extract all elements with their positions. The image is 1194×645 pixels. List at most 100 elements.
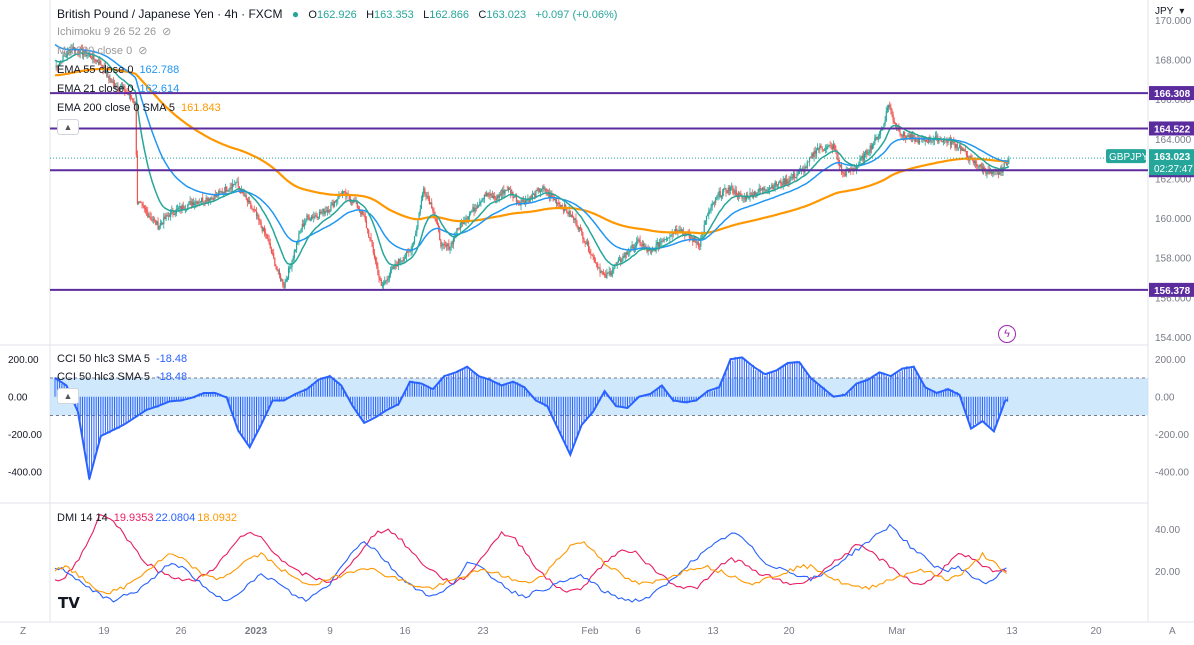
candle-body — [630, 245, 632, 252]
candle-body — [707, 215, 709, 216]
candle-body — [342, 191, 345, 193]
legend-cci-2[interactable]: CCI 50 hlc3 SMA 5 -18.48 — [57, 370, 193, 384]
legend-ema200-label: EMA 200 close 0 SMA 5 — [57, 102, 176, 114]
candle-body — [995, 170, 997, 172]
collapse-legend-button[interactable]: ▲ — [57, 119, 79, 135]
candle-body — [132, 99, 134, 102]
lightning-icon[interactable]: ϟ — [998, 325, 1016, 343]
candle-body — [458, 228, 460, 230]
candle-body — [642, 244, 645, 247]
candle-body — [870, 145, 872, 150]
candle-body — [333, 201, 335, 207]
candle-body — [868, 152, 870, 154]
symbol-badge-text: GBPJPY — [1109, 152, 1149, 163]
candle-body — [624, 252, 626, 258]
candle-body — [252, 208, 254, 210]
collapse-cci-legend-button[interactable]: ▲ — [57, 388, 79, 404]
candle-body — [972, 159, 974, 164]
candle-body — [991, 171, 993, 174]
candle-body — [602, 272, 605, 275]
candle-body — [91, 57, 93, 60]
candle-body — [362, 211, 364, 216]
candle-body — [181, 205, 183, 211]
candle-body — [276, 267, 278, 271]
candle-body — [223, 191, 226, 193]
candle-body — [451, 242, 453, 245]
legend-ma200[interactable]: MA 200 close 0 ⊘ — [57, 44, 153, 58]
candle-body — [470, 212, 472, 214]
time-tick-label: 16 — [399, 626, 411, 637]
candle-body — [449, 247, 451, 250]
candle-body — [719, 190, 721, 198]
candle-body — [308, 217, 310, 221]
candle-body — [119, 88, 121, 91]
candle-body — [877, 136, 879, 140]
candle-body — [893, 120, 895, 123]
candle-body — [361, 211, 363, 215]
candle-body — [946, 140, 948, 143]
candle-body — [268, 239, 270, 244]
candle-body — [545, 188, 547, 193]
candle-body — [679, 230, 681, 232]
candle-body — [592, 254, 594, 257]
time-tick-label: 6 — [635, 626, 641, 637]
candle-body — [310, 216, 313, 220]
candle-body — [805, 166, 807, 169]
tradingview-logo-icon[interactable]: TV — [58, 594, 80, 612]
zoom-z-button[interactable]: Z — [20, 626, 27, 637]
legend-cci-1[interactable]: CCI 50 hlc3 SMA 5 -18.48 — [57, 352, 193, 366]
candle-body — [496, 195, 498, 200]
candle-body — [725, 187, 727, 193]
legend-ema200[interactable]: EMA 200 close 0 SMA 5 161.843 — [57, 101, 227, 115]
candle-body — [776, 184, 779, 186]
candle-body — [733, 193, 735, 194]
dmi-line-2 — [54, 523, 1007, 603]
price-tick-label: 154.000 — [1155, 333, 1192, 344]
candle-body — [573, 216, 575, 220]
legend-dmi[interactable]: DMI 14 14 19.9353 22.0804 18.0932 — [57, 511, 243, 525]
candle-body — [709, 209, 711, 212]
candle-body — [774, 181, 776, 188]
candle-body — [341, 192, 343, 195]
eye-off-icon[interactable]: ⊘ — [162, 26, 172, 38]
candle-body — [748, 197, 750, 199]
candle-body — [273, 253, 275, 258]
candle-body — [307, 215, 309, 218]
candle-body — [403, 257, 405, 261]
ema21-line — [54, 52, 1010, 267]
candle-body — [409, 251, 411, 253]
candle-body — [219, 190, 221, 192]
legend-ema21[interactable]: EMA 21 close 0 162.614 — [57, 82, 185, 96]
candle-body — [92, 54, 94, 60]
candle-body — [167, 215, 169, 217]
candle-body — [828, 145, 830, 147]
price-tick-label: 158.000 — [1155, 254, 1192, 265]
chevron-down-icon[interactable]: ▾ — [1179, 6, 1185, 17]
candle-body — [305, 220, 307, 224]
candle-body — [65, 55, 68, 57]
candle-body — [523, 201, 526, 204]
time-tick-label: 13 — [1006, 626, 1018, 637]
candle-body — [1005, 162, 1008, 166]
legend-ema55[interactable]: EMA 55 close 0 162.788 — [57, 63, 185, 77]
candle-body — [155, 220, 157, 225]
candle-body — [243, 193, 245, 197]
candle-body — [974, 160, 977, 165]
currency-label[interactable]: JPY ▾ — [1155, 5, 1190, 19]
candle-body — [890, 106, 892, 110]
candle-body — [64, 56, 66, 57]
legend-ichimoku[interactable]: Ichimoku 9 26 52 26 ⊘ — [57, 25, 177, 39]
candle-body — [99, 60, 101, 65]
candle-body — [88, 54, 90, 56]
cci-right-tick: 200.00 — [1155, 355, 1186, 366]
eye-off-icon[interactable]: ⊘ — [138, 45, 148, 57]
candle-body — [447, 243, 449, 247]
candle-body — [601, 271, 603, 273]
legend-dmi-v2: 22.0804 — [155, 512, 196, 524]
candle-body — [940, 139, 942, 142]
candle-body — [189, 201, 191, 202]
candle-body — [695, 240, 697, 244]
auto-scale-button[interactable]: A — [1169, 626, 1176, 637]
dmi-line-1 — [54, 513, 1007, 593]
